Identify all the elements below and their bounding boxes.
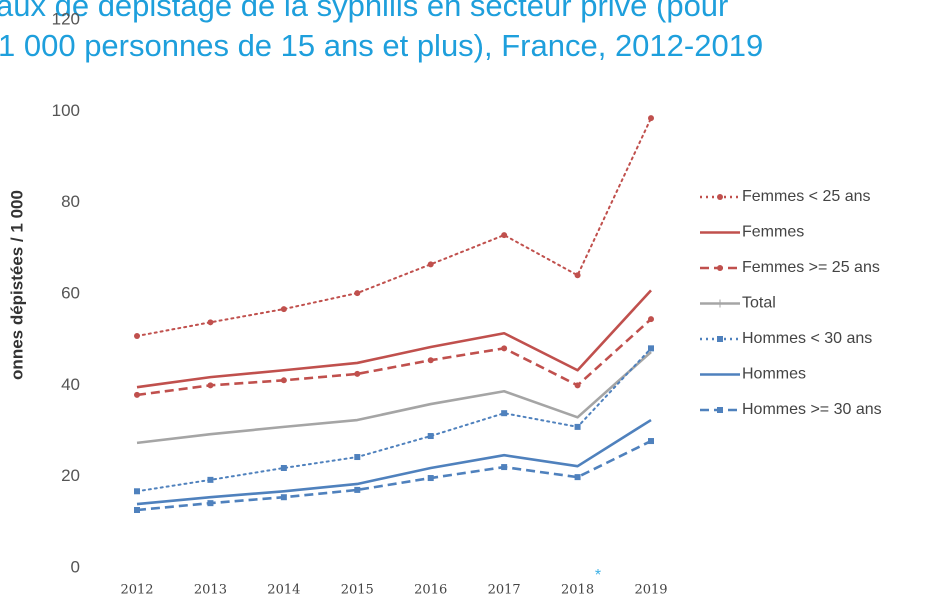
- y-tick-label: 100: [52, 101, 80, 120]
- line: [136, 289, 652, 389]
- point: [648, 438, 654, 445]
- legend-label: Hommes: [742, 366, 806, 383]
- point: [134, 507, 140, 514]
- point: [207, 476, 214, 483]
- legend-label: Femmes < 25 ans: [742, 188, 871, 205]
- point: [207, 319, 214, 326]
- legend-item: Hommes >= 30 ans: [700, 401, 882, 418]
- point: [207, 500, 214, 507]
- chart-title: 1 000 personnes de 15 ans et plus), Fran…: [0, 28, 763, 63]
- x-tick-label: 2018: [561, 583, 594, 598]
- point: [354, 290, 361, 297]
- x-tick-label: 2013: [194, 583, 227, 598]
- series: [134, 438, 654, 514]
- line: [136, 318, 652, 397]
- point: [501, 232, 508, 239]
- point: [648, 115, 654, 122]
- point: [427, 475, 434, 482]
- y-tick-label: 120: [52, 9, 80, 28]
- series: [134, 345, 654, 495]
- point: [134, 391, 140, 398]
- point: [574, 474, 581, 481]
- series: [136, 418, 652, 506]
- point: [280, 464, 287, 471]
- point: [501, 410, 508, 417]
- point: [427, 357, 434, 364]
- y-tick-label: 40: [61, 375, 80, 394]
- point: [648, 316, 654, 323]
- legend-item: Hommes < 30 ans: [700, 330, 872, 347]
- series: [134, 115, 654, 340]
- y-tick-label: 80: [61, 192, 80, 211]
- legend-item: Femmes >= 25 ans: [700, 259, 880, 276]
- x-tick-label: 2016: [414, 583, 447, 598]
- series: [136, 289, 652, 389]
- legend-item: Hommes: [700, 366, 806, 383]
- line: [136, 351, 652, 445]
- point: [134, 333, 140, 340]
- point: [354, 454, 361, 461]
- legend-item: Femmes < 25 ans: [700, 188, 871, 205]
- point: [134, 488, 140, 495]
- point: [207, 382, 214, 389]
- point: [354, 370, 361, 377]
- x-tick-label: 2017: [488, 583, 521, 598]
- legend-label: Femmes: [742, 224, 804, 241]
- point: [280, 377, 287, 384]
- x-tick-label: 2012: [120, 583, 153, 598]
- legend-item: Total: [700, 295, 776, 312]
- legend-label: Femmes >= 25 ans: [742, 259, 880, 276]
- point: [574, 423, 581, 430]
- point: [648, 345, 654, 352]
- point: [427, 261, 434, 268]
- point: [280, 306, 287, 313]
- annotation: *: [595, 567, 601, 584]
- x-tick-label: 2019: [634, 583, 667, 598]
- line: [136, 439, 652, 512]
- y-tick-label: 60: [61, 283, 80, 302]
- legend-label: Total: [742, 295, 776, 312]
- series: [136, 351, 652, 445]
- legend-marker: [717, 407, 723, 413]
- legend-item: Femmes: [700, 224, 804, 241]
- legend-marker: [717, 336, 723, 342]
- point: [574, 382, 581, 389]
- point: [354, 486, 361, 493]
- line: [136, 418, 652, 506]
- chart-title: aux de dépistage de la syphilis en secte…: [0, 0, 728, 23]
- y-tick-label: 0: [71, 557, 80, 576]
- x-tick-label: 2014: [267, 583, 300, 598]
- legend-marker: [717, 194, 723, 200]
- point: [280, 494, 287, 501]
- line: [136, 347, 652, 493]
- point: [501, 464, 508, 471]
- legend-marker: [717, 265, 723, 271]
- y-tick-label: 20: [61, 466, 80, 485]
- point: [501, 345, 508, 352]
- y-axis-label: onnes dépistées / 1 000: [7, 190, 26, 380]
- point: [427, 433, 434, 440]
- point: [574, 272, 581, 279]
- legend-label: Hommes >= 30 ans: [742, 401, 882, 418]
- legend-label: Hommes < 30 ans: [742, 330, 872, 347]
- x-tick-label: 2015: [341, 583, 374, 598]
- series: [134, 316, 654, 398]
- line: [136, 117, 652, 338]
